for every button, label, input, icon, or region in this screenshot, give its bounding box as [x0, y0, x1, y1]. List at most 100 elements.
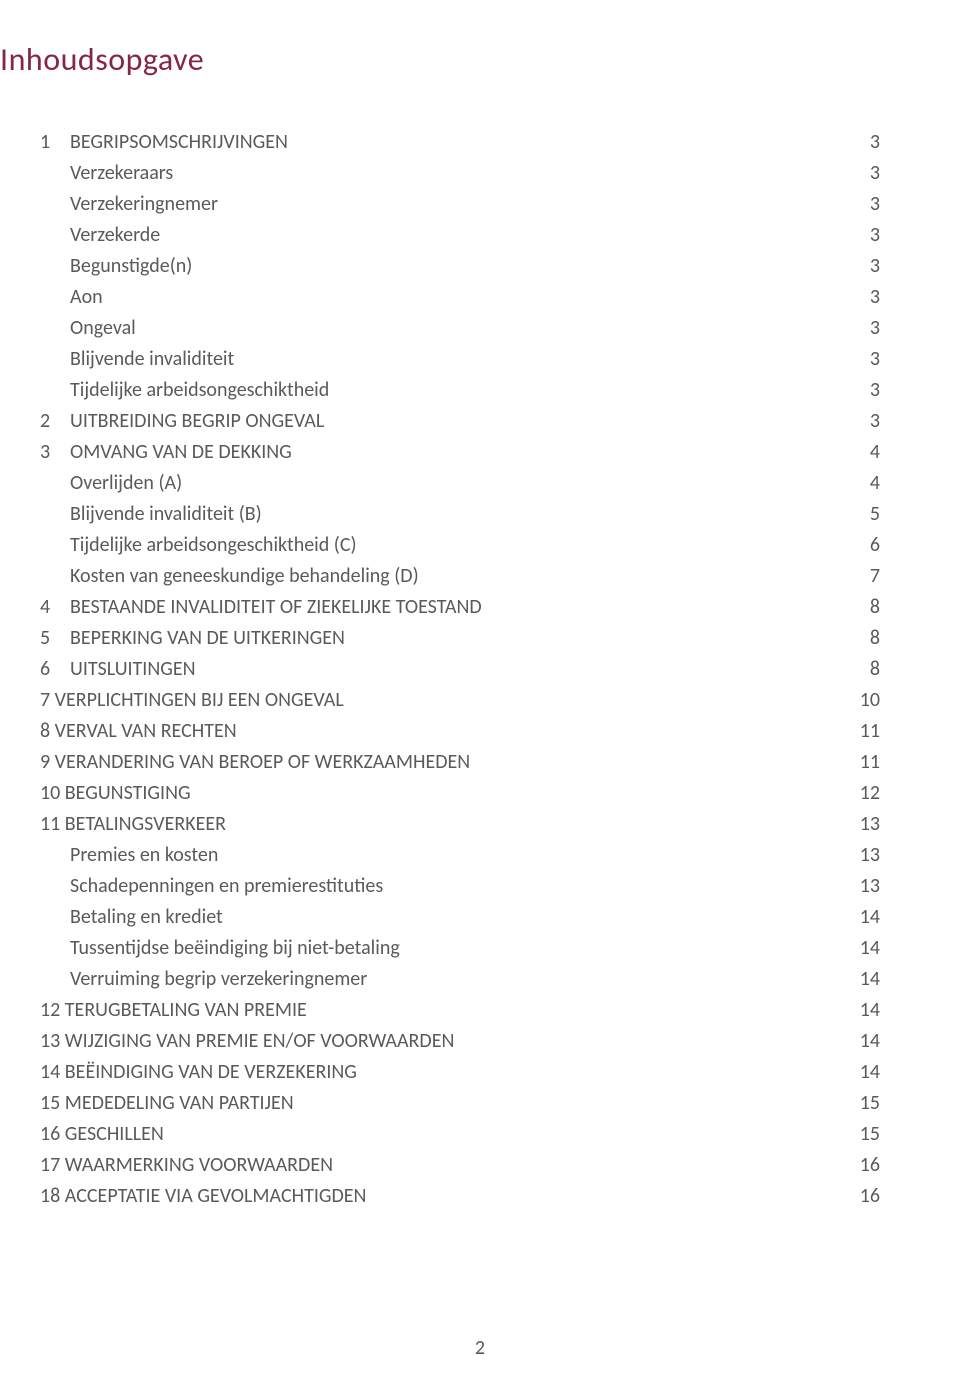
toc-entry-label: Verzekeraars — [70, 158, 840, 189]
toc-row: 7 VERPLICHTINGEN BIJ EEN ONGEVAL10 — [40, 685, 880, 716]
toc-entry-page: 8 — [840, 654, 880, 685]
toc-entry-label: 7 VERPLICHTINGEN BIJ EEN ONGEVAL — [40, 685, 840, 716]
toc-entry-label: UITSLUITINGEN — [70, 654, 840, 685]
toc-entry-page: 3 — [840, 127, 880, 158]
toc-entry-text: BETALINGSVERKEER — [60, 812, 226, 836]
toc-entry-label: Overlijden (A) — [70, 468, 840, 499]
toc-row: Verzekeringnemer3 — [40, 189, 880, 220]
toc-entry-label: Tijdelijke arbeidsongeschiktheid (C) — [70, 530, 840, 561]
toc-row: Premies en kosten13 — [40, 840, 880, 871]
toc-entry-text: WAARMERKING VOORWAARDEN — [60, 1153, 333, 1177]
toc-entry-number: 7 — [40, 688, 50, 712]
toc-row: 14 BEËINDIGING VAN DE VERZEKERING14 — [40, 1057, 880, 1088]
toc-row: Tijdelijke arbeidsongeschiktheid (C)6 — [40, 530, 880, 561]
toc-entry-page: 3 — [840, 313, 880, 344]
toc-entry-page: 14 — [840, 1026, 880, 1057]
toc-row: Schadepenningen en premierestituties13 — [40, 871, 880, 902]
toc-entry-number: 10 — [40, 781, 60, 805]
toc-entry-page: 3 — [840, 282, 880, 313]
page-title: Inhoudsopgave — [0, 40, 880, 79]
toc-entry-number: 8 — [40, 719, 50, 743]
toc-entry-page: 4 — [840, 437, 880, 468]
toc-entry-label: Tijdelijke arbeidsongeschiktheid — [70, 375, 840, 406]
toc-entry-number: 6 — [40, 654, 70, 685]
toc-entry-label: 8 VERVAL VAN RECHTEN — [40, 716, 840, 747]
toc-entry-number: 9 — [40, 750, 50, 774]
toc-entry-label: BEGRIPSOMSCHRIJVINGEN — [70, 127, 840, 158]
toc-entry-label: Premies en kosten — [70, 840, 840, 871]
toc-entry-number: 13 — [40, 1029, 60, 1053]
toc-entry-page: 3 — [840, 158, 880, 189]
toc-entry-label: 9 VERANDERING VAN BEROEP OF WERKZAAMHEDE… — [40, 747, 840, 778]
toc-row: Overlijden (A)4 — [40, 468, 880, 499]
toc-entry-label: BESTAANDE INVALIDITEIT OF ZIEKELIJKE TOE… — [70, 592, 840, 623]
toc-entry-label: Betaling en krediet — [70, 902, 840, 933]
toc-entry-label: Blijvende invaliditeit (B) — [70, 499, 840, 530]
toc-row: 18 ACCEPTATIE VIA GEVOLMACHTIGDEN16 — [40, 1181, 880, 1212]
toc-row: Kosten van geneeskundige behandeling (D)… — [40, 561, 880, 592]
toc-entry-text: VERPLICHTINGEN BIJ EEN ONGEVAL — [50, 688, 344, 712]
toc-entry-number: 11 — [40, 812, 60, 836]
toc-entry-page: 7 — [840, 561, 880, 592]
toc-entry-label: 10 BEGUNSTIGING — [40, 778, 840, 809]
toc-entry-page: 13 — [840, 809, 880, 840]
toc-entry-text: ACCEPTATIE VIA GEVOLMACHTIGDEN — [60, 1184, 366, 1208]
toc-entry-page: 5 — [840, 499, 880, 530]
toc-row: 12 TERUGBETALING VAN PREMIE14 — [40, 995, 880, 1026]
toc-entry-text: BEGUNSTIGING — [60, 781, 190, 805]
toc-entry-label: Kosten van geneeskundige behandeling (D) — [70, 561, 840, 592]
toc-entry-page: 12 — [840, 778, 880, 809]
toc-entry-label: 12 TERUGBETALING VAN PREMIE — [40, 995, 840, 1026]
toc-row: 16 GESCHILLEN15 — [40, 1119, 880, 1150]
toc-entry-page: 15 — [840, 1088, 880, 1119]
toc-entry-label: UITBREIDING BEGRIP ONGEVAL — [70, 406, 840, 437]
toc-row: 10 BEGUNSTIGING12 — [40, 778, 880, 809]
toc-entry-page: 13 — [840, 871, 880, 902]
toc-row: 11 BETALINGSVERKEER 13 — [40, 809, 880, 840]
toc-entry-number: 1 — [40, 127, 70, 158]
toc-entry-label: 15 MEDEDELING VAN PARTIJEN — [40, 1088, 840, 1119]
toc-entry-text: VERVAL VAN RECHTEN — [50, 719, 236, 743]
toc-entry-label: 13 WIJZIGING VAN PREMIE EN/OF VOORWAARDE… — [40, 1026, 840, 1057]
toc-entry-number: 4 — [40, 592, 70, 623]
toc-entry-page: 11 — [840, 716, 880, 747]
toc-entry-number: 15 — [40, 1091, 60, 1115]
toc-entry-label: Verruiming begrip verzekeringnemer — [70, 964, 840, 995]
toc-row: Tijdelijke arbeidsongeschiktheid3 — [40, 375, 880, 406]
toc-entry-label: Blijvende invaliditeit — [70, 344, 840, 375]
toc-entry-label: 18 ACCEPTATIE VIA GEVOLMACHTIGDEN — [40, 1181, 840, 1212]
toc-row: 6UITSLUITINGEN8 — [40, 654, 880, 685]
toc-entry-page: 14 — [840, 902, 880, 933]
toc-entry-text: VERANDERING VAN BEROEP OF WERKZAAMHEDEN — [50, 750, 470, 774]
toc-row: Aon3 — [40, 282, 880, 313]
toc-entry-number: 5 — [40, 623, 70, 654]
toc-row: 17 WAARMERKING VOORWAARDEN16 — [40, 1150, 880, 1181]
toc-entry-page: 4 — [840, 468, 880, 499]
toc-row: Ongeval3 — [40, 313, 880, 344]
toc-row: 5BEPERKING VAN DE UITKERINGEN8 — [40, 623, 880, 654]
page: Inhoudsopgave 1BEGRIPSOMSCHRIJVINGEN3Ver… — [0, 0, 960, 1388]
toc-row: Betaling en krediet14 — [40, 902, 880, 933]
toc-row: 8 VERVAL VAN RECHTEN11 — [40, 716, 880, 747]
toc-row: Verzekerde3 — [40, 220, 880, 251]
toc-entry-label: Begunstigde(n) — [70, 251, 840, 282]
toc-entry-label: Aon — [70, 282, 840, 313]
toc-row: 9 VERANDERING VAN BEROEP OF WERKZAAMHEDE… — [40, 747, 880, 778]
toc-entry-page: 14 — [840, 995, 880, 1026]
toc-entry-label: Tussentijdse beëindiging bij niet-betali… — [70, 933, 840, 964]
toc-entry-number: 2 — [40, 406, 70, 437]
toc-row: Blijvende invaliditeit3 — [40, 344, 880, 375]
toc-entry-text: WIJZIGING VAN PREMIE EN/OF VOORWAARDEN — [60, 1029, 454, 1053]
toc-entry-label: 16 GESCHILLEN — [40, 1119, 840, 1150]
toc-entry-page: 10 — [840, 685, 880, 716]
toc-entry-page: 16 — [840, 1181, 880, 1212]
toc-entry-label: Schadepenningen en premierestituties — [70, 871, 840, 902]
toc-row: 1BEGRIPSOMSCHRIJVINGEN3 — [40, 127, 880, 158]
toc-entry-number: 12 — [40, 998, 60, 1022]
toc-entry-number: 16 — [40, 1122, 60, 1146]
toc-row: 4BESTAANDE INVALIDITEIT OF ZIEKELIJKE TO… — [40, 592, 880, 623]
toc-entry-page: 11 — [840, 747, 880, 778]
toc-row: 3OMVANG VAN DE DEKKING4 — [40, 437, 880, 468]
toc-entry-page: 13 — [840, 840, 880, 871]
toc-entry-number: 14 — [40, 1060, 60, 1084]
